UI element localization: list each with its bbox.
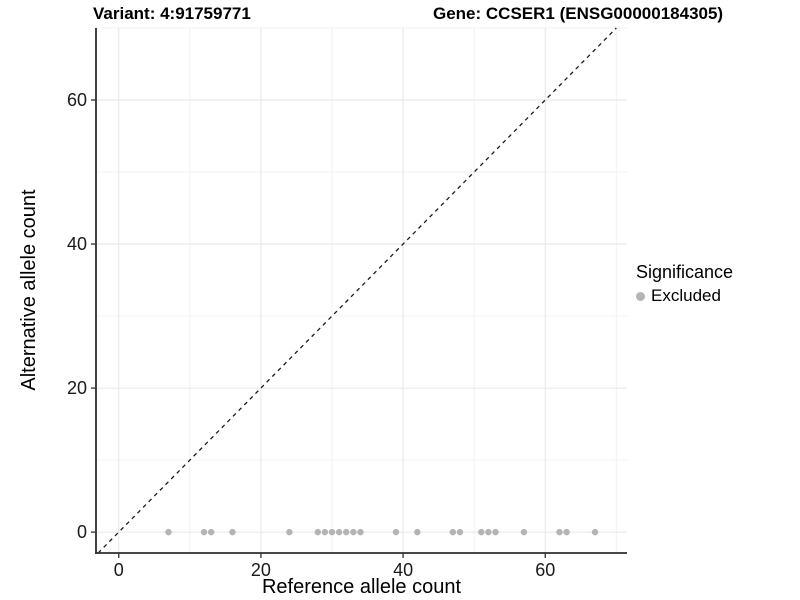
data-point	[478, 528, 485, 536]
data-point	[314, 528, 321, 536]
data-point	[591, 528, 599, 536]
x-tick-label: 40	[393, 560, 413, 580]
x-tick-label: 0	[114, 560, 124, 580]
data-point	[229, 528, 236, 536]
x-axis-label: Reference allele count	[261, 576, 461, 598]
data-point	[328, 528, 336, 536]
y-tick-label: 60	[67, 90, 87, 110]
plot-panel	[96, 28, 627, 553]
data-point	[343, 528, 350, 536]
legend-point-icon	[636, 291, 645, 301]
legend: Significance Excluded	[636, 262, 733, 306]
identity-line	[97, 27, 617, 554]
data-point	[563, 528, 570, 536]
data-point	[165, 528, 172, 536]
legend-item-label: Excluded	[651, 286, 721, 305]
y-axis-label: Alternative allele count	[18, 189, 40, 391]
data-point	[350, 528, 357, 536]
data-point	[485, 528, 492, 536]
data-point	[286, 528, 293, 536]
x-tick-label: 60	[535, 560, 555, 580]
data-point	[321, 528, 329, 536]
data-point	[556, 528, 563, 536]
y-tick-label: 40	[67, 234, 87, 254]
data-point	[492, 528, 499, 536]
data-point	[520, 528, 528, 536]
legend-title: Significance	[636, 262, 734, 282]
data-point	[335, 528, 343, 536]
data-point	[414, 528, 421, 536]
x-tick-label: 20	[251, 560, 271, 580]
legend-item-excluded: Excluded	[636, 286, 733, 306]
data-point	[207, 528, 215, 536]
y-tick-label: 0	[77, 522, 87, 542]
plot-title-variant: Variant: 4:91759771	[93, 4, 251, 23]
data-point	[200, 528, 208, 536]
y-tick-label: 20	[67, 378, 87, 398]
data-point	[449, 528, 457, 536]
data-point	[357, 528, 364, 536]
data-point	[456, 528, 464, 536]
plot-title-gene: Gene: CCSER1 (ENSG00000184305)	[433, 4, 724, 23]
data-point	[392, 528, 400, 536]
